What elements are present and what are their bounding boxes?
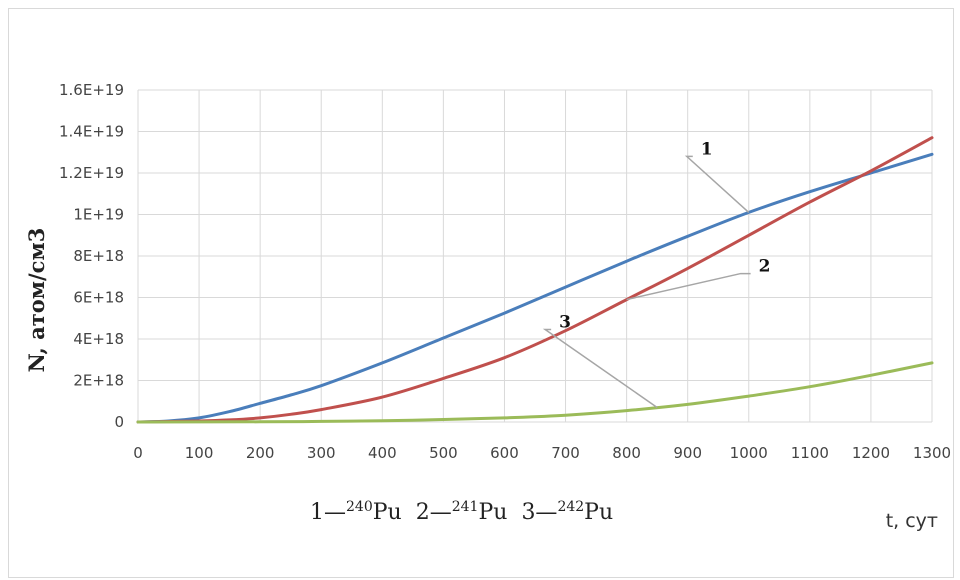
y-axis-ticks: 0 2E+18 4E+18 6E+18 8E+18 1E+19 1.2E+19 1.4E+19…: [59, 81, 124, 431]
y-tick-label: 0: [114, 413, 124, 431]
x-tick-label: 800: [612, 444, 641, 462]
series-callouts: 1 2 3: [542, 139, 771, 409]
x-tick-label: 600: [490, 444, 519, 462]
series-line-3: [136, 361, 934, 424]
x-tick-label: 1200: [852, 444, 890, 462]
x-tick-label: 900: [673, 444, 702, 462]
x-tick-label: 400: [368, 444, 397, 462]
y-tick-label: 1.4E+19: [59, 123, 124, 141]
y-tick-label: 8E+18: [73, 247, 124, 265]
legend-number: 3—: [521, 500, 557, 525]
legend-element: Pu: [584, 500, 613, 525]
x-axis-label: t, сут: [886, 510, 938, 532]
callout-label-2: 2: [759, 257, 771, 277]
y-tick-label: 1.2E+19: [59, 164, 124, 182]
chart-frame: [8, 8, 954, 578]
legend-element: Pu: [478, 500, 507, 525]
y-tick-label: 2E+18: [73, 372, 124, 390]
x-tick-label: 1000: [730, 444, 768, 462]
callout-line: [626, 272, 751, 301]
x-tick-label: 500: [429, 444, 458, 462]
x-tick-label: 1300: [913, 444, 951, 462]
x-axis-ticks: 0 100 200 300 400 500 600 700 800 900 1000 1100 1200…: [133, 444, 951, 462]
series-lines: [136, 136, 934, 424]
callout-line: [684, 155, 750, 213]
series-line-2: [136, 136, 934, 424]
callout-label-1: 1: [701, 139, 713, 159]
x-tick-label: 0: [133, 444, 143, 462]
y-tick-label: 4E+18: [73, 330, 124, 348]
series-line-1: [136, 152, 934, 424]
legend: 1—240Pu 2—241Pu 3—242Pu: [310, 499, 613, 525]
legend-number: 2—: [416, 500, 452, 525]
legend-isotope: 242: [557, 499, 584, 515]
grid: [137, 89, 933, 423]
y-tick-label: 1.6E+19: [59, 81, 124, 99]
y-tick-label: 1E+19: [73, 206, 124, 224]
legend-isotope: 241: [452, 499, 479, 515]
x-tick-label: 100: [185, 444, 214, 462]
legend-element: Pu: [373, 500, 402, 525]
callout-label-3: 3: [559, 312, 571, 332]
x-tick-label: 1100: [791, 444, 829, 462]
x-tick-label: 700: [551, 444, 580, 462]
legend-number: 1—: [310, 500, 346, 525]
x-tick-label: 200: [246, 444, 275, 462]
legend-isotope: 240: [346, 499, 373, 515]
y-axis-label: N, атом/см3: [24, 228, 49, 373]
x-tick-label: 300: [307, 444, 336, 462]
callout-line: [542, 328, 658, 409]
y-tick-label: 6E+18: [73, 289, 124, 307]
